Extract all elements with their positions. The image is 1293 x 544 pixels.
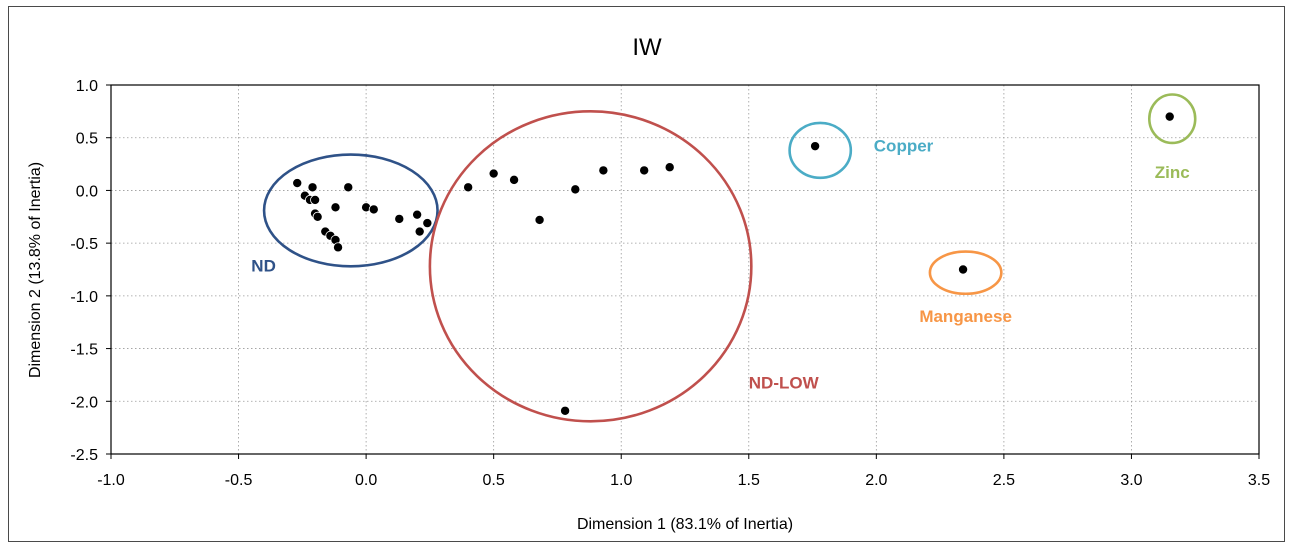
data-point [810, 141, 821, 152]
x-tick-label: 1.0 [610, 472, 632, 489]
data-point [310, 194, 321, 205]
data-point [664, 162, 675, 173]
axis-ticks: -1.0 -0.5 0.0 0.5 1.0 1.5 2.0 2.5 3.0 3.5 1.0 0.5 0.… [70, 78, 1270, 489]
y-tick-label: 1.0 [76, 78, 98, 95]
x-axis-title: Dimension 1 (83.1% of Inertia) [577, 516, 793, 533]
cluster-ellipse-manganese [928, 250, 1003, 296]
data-point [1164, 111, 1175, 122]
grid [111, 85, 1259, 454]
y-tick-label: -2.0 [70, 394, 98, 411]
cluster-label-nd-low: ND-LOW [749, 374, 820, 393]
x-tick-label: -0.5 [225, 472, 253, 489]
x-tick-label: 1.5 [738, 472, 760, 489]
data-points [292, 111, 1175, 416]
cluster-label-manganese: Manganese [919, 307, 1012, 326]
x-tick-label: 3.5 [1248, 472, 1270, 489]
data-point [343, 182, 354, 193]
data-point [534, 214, 545, 225]
data-point [307, 182, 318, 193]
x-tick-label: 0.5 [483, 472, 505, 489]
y-axis-title: Dimension 2 (13.8% of Inertia) [27, 162, 44, 378]
data-point [560, 405, 571, 416]
y-tick-label: 0.0 [76, 183, 98, 200]
cluster-ellipse-zinc [1148, 93, 1197, 145]
y-tick-label: 0.5 [76, 131, 98, 148]
cluster-ellipse-copper [788, 121, 853, 180]
cluster-ellipses: ND ND-LOW Copper Manganese Zinc [251, 93, 1197, 423]
x-tick-label: -1.0 [97, 472, 125, 489]
cluster-label-zinc: Zinc [1155, 163, 1190, 182]
data-point [368, 204, 379, 215]
data-point [422, 218, 433, 229]
cluster-ellipse-nd-low [428, 110, 753, 423]
data-point [330, 202, 341, 213]
data-point [488, 168, 499, 179]
chart-frame [8, 6, 1285, 542]
plot-area [110, 84, 1260, 455]
data-point [394, 213, 405, 224]
data-point [570, 184, 581, 195]
y-tick-label: -0.5 [70, 236, 98, 253]
data-point [292, 178, 303, 189]
data-point [414, 226, 425, 237]
y-tick-label: -2.5 [70, 447, 98, 464]
y-tick-label: -1.5 [70, 342, 98, 359]
data-point [958, 264, 969, 275]
x-tick-label: 0.0 [355, 472, 377, 489]
data-point [412, 209, 423, 220]
cluster-label-copper: Copper [874, 136, 934, 155]
x-tick-label: 2.0 [865, 472, 887, 489]
data-point [312, 211, 323, 222]
data-point [509, 174, 520, 185]
y-tick-label: -1.0 [70, 289, 98, 306]
data-point [333, 242, 344, 253]
x-tick-label: 2.5 [993, 472, 1015, 489]
data-point [598, 165, 609, 176]
chart-title: IW [632, 34, 662, 61]
x-tick-label: 3.0 [1120, 472, 1142, 489]
cluster-label-nd: ND [251, 257, 276, 276]
cluster-ellipse-nd [262, 153, 439, 268]
data-point [463, 182, 474, 193]
data-point [639, 165, 650, 176]
